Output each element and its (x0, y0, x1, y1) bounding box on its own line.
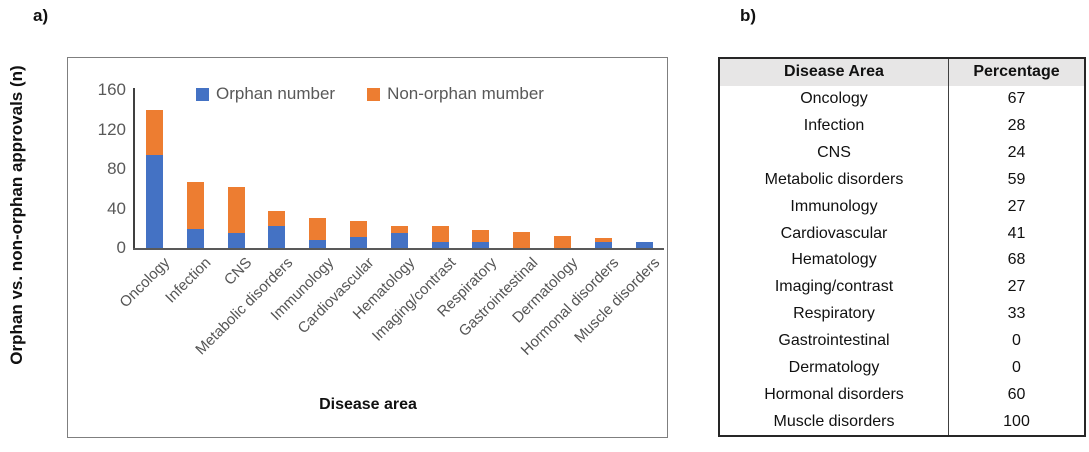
table-row-muscle-disorders: Muscle disorders 100 (720, 408, 1084, 436)
table-cell-pct-cardiovascular: 41 (1007, 224, 1026, 242)
bar-orphan-immunology (309, 240, 327, 248)
table-row-respiratory: Respiratory 33 (720, 300, 1084, 328)
table-cell-pct-metabolic-disorders: 59 (1007, 170, 1026, 188)
y-tick-label-160: 160 (97, 80, 126, 99)
table-cell-pct-hormonal-disorders: 60 (1007, 385, 1026, 403)
bar-non-orphan-respiratory (472, 230, 490, 243)
bar-orphan-cns (227, 233, 245, 248)
y-tick-label-80: 80 (107, 159, 126, 178)
table-cell-area-metabolic-disorders: Metabolic disorders (720, 166, 949, 194)
table-cell-pct-immunology: 27 (1007, 197, 1026, 215)
table-cell-area-imaging-contrast: Imaging/contrast (720, 273, 949, 301)
panel-b-label: b) (740, 6, 757, 25)
bar-orphan-metabolic-disorders (268, 226, 286, 248)
bar-non-orphan-gastrointestinal (513, 232, 531, 248)
bar-orphan-cardiovascular (349, 237, 367, 248)
table-cell-area-hematology: Hematology (720, 247, 949, 274)
table-row-cardiovascular: Cardiovascular 41 (720, 220, 1084, 248)
y-axis-title: Orphan vs. non-orphan approvals (n) (7, 65, 26, 365)
bar-orphan-imaging-contrast (431, 242, 449, 248)
legend-label-non-orphan: Non-orphan mumber (387, 84, 544, 103)
table-cell-pct-respiratory: 33 (1007, 305, 1026, 323)
bar-orphan-respiratory (472, 242, 490, 248)
y-tick-label-0: 0 (116, 238, 126, 257)
table-cell-area-respiratory: Respiratory (720, 300, 949, 328)
table-row-dermatology: Dermatology 0 (720, 354, 1084, 382)
bar-non-orphan-infection (186, 181, 204, 230)
table-cell-area-immunology: Immunology (720, 193, 949, 221)
table-cell-area-dermatology: Dermatology (720, 354, 949, 382)
legend-label-orphan: Orphan number (216, 84, 336, 103)
y-tick-label-40: 40 (107, 198, 126, 218)
table-cell-area-gastrointestinal: Gastrointestinal (720, 327, 949, 355)
bar-orphan-infection (186, 229, 204, 248)
bar-non-orphan-hormonal-disorders (594, 238, 612, 243)
table-row-gastrointestinal: Gastrointestinal 0 (720, 327, 1084, 355)
table-row-hormonal-disorders: Hormonal disorders 60 (720, 381, 1084, 409)
table-row-immunology: Immunology 27 (720, 193, 1084, 221)
table-cell-pct-cns: 24 (1007, 144, 1026, 161)
panel-a-label: a) (33, 6, 49, 25)
table-header-percentage: Percentage (973, 63, 1060, 81)
table-cell-area-infection: Infection (720, 112, 949, 140)
table-row-infection: Infection 28 (720, 112, 1084, 140)
bar-orphan-hormonal-disorders (594, 242, 612, 248)
bar-non-orphan-dermatology (553, 236, 571, 248)
table-cell-area-oncology: Oncology (720, 85, 949, 113)
table-row-metabolic-disorders: Metabolic disorders 59 (720, 166, 1084, 194)
legend-swatch-non-orphan (367, 87, 381, 101)
table-cell-area-hormonal-disorders: Hormonal disorders (720, 381, 949, 409)
bar-orphan-hematology (390, 233, 408, 248)
bar-non-orphan-metabolic-disorders (268, 211, 286, 227)
table-cell-pct-infection: 28 (1007, 117, 1026, 135)
y-tick-label-120: 120 (97, 119, 126, 139)
bar-non-orphan-immunology (309, 218, 327, 241)
table-row-imaging-contrast: Imaging/contrast 27 (720, 273, 1084, 301)
chart-legend: Orphan number Non-orphan mumber (196, 84, 544, 104)
table-cell-pct-gastrointestinal: 0 (1012, 332, 1021, 350)
table-cell-pct-muscle-disorders: 100 (1003, 412, 1030, 430)
bar-orphan-oncology (145, 155, 163, 248)
table-header-disease-area: Disease Area (720, 59, 949, 86)
table-row-cns: CNS 24 (720, 139, 1084, 167)
table-row-oncology: Oncology 67 (720, 85, 1084, 113)
x-axis-title: Disease area (319, 396, 417, 413)
legend-swatch-orphan (196, 87, 209, 101)
table-cell-pct-imaging-contrast: 27 (1007, 278, 1026, 296)
bar-non-orphan-cardiovascular (349, 221, 367, 238)
stacked-bar-chart: Orphan number Non-orphan mumber 0 40 80 120… (67, 57, 668, 438)
bar-orphan-muscle-disorders (635, 242, 653, 248)
table-header-row: Disease Area Percentage (720, 59, 1084, 86)
legend-item-non-orphan: Non-orphan mumber (367, 84, 544, 104)
table-cell-area-cardiovascular: Cardiovascular (720, 220, 949, 248)
bar-non-orphan-imaging-contrast (431, 226, 449, 243)
table-cell-pct-oncology: 67 (1007, 90, 1026, 108)
table-cell-pct-dermatology: 0 (1012, 358, 1021, 376)
y-axis-line (133, 88, 135, 248)
bar-non-orphan-hematology (390, 226, 408, 234)
table-cell-area-muscle-disorders: Muscle disorders (720, 408, 949, 436)
table-row-hematology: Hematology 68 (720, 247, 1084, 274)
percentage-table: Disease Area Percentage Oncology 67 Infectio… (718, 57, 1086, 437)
bar-non-orphan-cns (227, 186, 245, 234)
x-axis-line (133, 247, 664, 250)
table-cell-pct-hematology: 68 (1007, 251, 1026, 269)
legend-item-orphan: Orphan number (196, 84, 335, 104)
table-cell-area-cns: CNS (720, 139, 949, 167)
bar-non-orphan-oncology (145, 109, 163, 156)
